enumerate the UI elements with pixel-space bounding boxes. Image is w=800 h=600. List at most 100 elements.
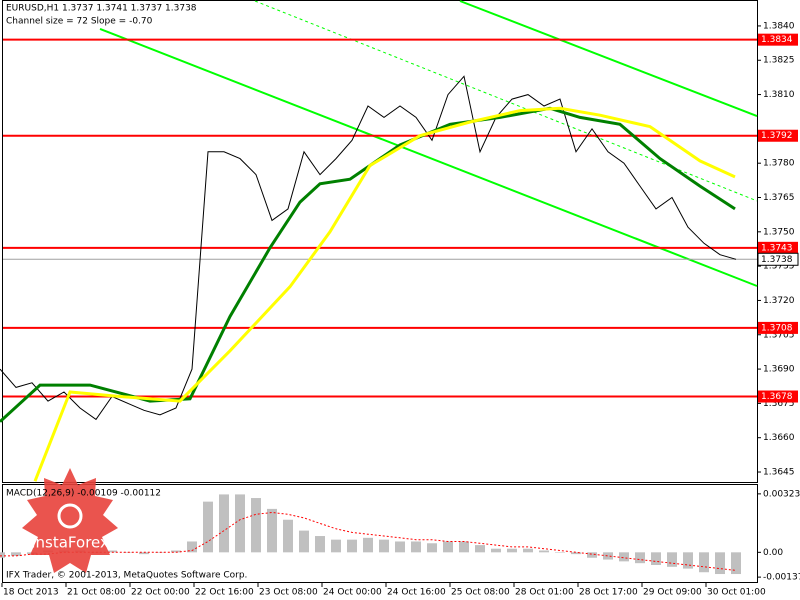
- x-tick-label: 30 Oct 01:00: [707, 588, 766, 598]
- macd-bar: [635, 552, 645, 564]
- macd-bar: [507, 548, 517, 553]
- macd-bar: [731, 552, 741, 575]
- logo-badge: [22, 468, 118, 573]
- y-tick-label: 1.3690: [763, 365, 795, 375]
- x-tick-label: 25 Oct 08:00: [451, 588, 510, 598]
- macd-bar: [603, 552, 613, 560]
- macd-bar: [411, 541, 421, 553]
- macd-bar: [347, 539, 357, 553]
- macd-bar: [619, 552, 629, 562]
- x-tick-label: 21 Oct 08:00: [67, 588, 126, 598]
- level-label: 1.3792: [761, 131, 793, 141]
- macd-bar: [283, 519, 293, 553]
- macd-bar: [139, 552, 149, 555]
- macd-bar: [299, 530, 309, 553]
- level-box: [758, 33, 798, 46]
- macd-bar: [475, 545, 485, 553]
- y-tick-label: 1.3780: [763, 159, 795, 169]
- y-tick-label: 1.3825: [763, 56, 795, 66]
- logo-icon: [57, 503, 83, 529]
- macd-bar: [683, 552, 693, 569]
- x-tick-label: 24 Oct 16:00: [387, 588, 446, 598]
- macd-bar: [395, 541, 405, 553]
- x-tick-label: 29 Oct 09:00: [643, 588, 702, 598]
- channel-line: [459, 0, 758, 118]
- macd-bar: [331, 539, 341, 553]
- x-tick-label: 22 Oct 16:00: [195, 588, 254, 598]
- y-tick-label: 1.3675: [763, 399, 795, 409]
- level-label: 1.3708: [761, 323, 793, 333]
- y-tick-label: 1.3720: [763, 296, 795, 306]
- macd-bar: [459, 541, 469, 553]
- x-tick-label: 18 Oct 2013: [3, 588, 59, 598]
- y-tick-label: 1.3660: [763, 433, 795, 443]
- y-tick-label: 0.00: [763, 548, 783, 558]
- logo-text: InstaForex: [31, 534, 109, 552]
- signal-line: [0, 511, 737, 571]
- level-box: [758, 390, 798, 403]
- series-line: [33, 106, 736, 482]
- macd-bar: [443, 541, 453, 553]
- macd-title: MACD(12,26,9) -0.00109 -0.00112: [6, 489, 161, 499]
- macd-bar: [203, 501, 213, 553]
- x-tick-label: 22 Oct 00:00: [131, 588, 190, 598]
- macd-bar: [315, 536, 325, 553]
- macd-bar: [107, 550, 117, 553]
- chart-title: EURUSD,H1 1.3737 1.3741 1.3737 1.3738: [6, 4, 197, 14]
- y-tick-label: 1.3765: [763, 193, 795, 203]
- level-label: 1.3678: [761, 392, 793, 402]
- macd-bar: [0, 552, 5, 558]
- y-tick-label: 1.3735: [763, 262, 795, 272]
- y-tick-label: 1.3705: [763, 330, 795, 340]
- y-tick-label: 1.3840: [763, 21, 795, 31]
- macd-bar: [715, 552, 725, 575]
- y-tick-label: 1.3810: [763, 90, 795, 100]
- x-tick-label: 28 Oct 17:00: [579, 588, 638, 598]
- chart-subtitle: Channel size = 72 Slope = -0.70: [6, 17, 153, 27]
- macd-bar: [235, 494, 245, 553]
- macd-bar: [587, 552, 597, 558]
- price-label: 1.3738: [761, 255, 793, 265]
- macd-bar: [219, 494, 229, 553]
- macd-bar: [523, 548, 533, 553]
- macd-bar: [699, 552, 709, 573]
- macd-bar: [555, 552, 565, 553]
- y-tick-label: 1.3645: [763, 468, 795, 478]
- channel-line: [99, 27, 758, 287]
- macd-bar: [171, 550, 181, 553]
- level-label: 1.3743: [761, 243, 793, 253]
- x-tick-label: 23 Oct 08:00: [259, 588, 318, 598]
- price-box: [757, 252, 799, 266]
- macd-bar: [363, 537, 373, 553]
- series-line: [0, 106, 736, 423]
- y-tick-label: 1.3750: [763, 227, 795, 237]
- macd-bar: [379, 539, 389, 553]
- x-tick-label: 24 Oct 00:00: [323, 588, 382, 598]
- macd-bar: [539, 550, 549, 553]
- macd-bar: [251, 498, 261, 553]
- macd-frame: [2, 484, 758, 583]
- series-line: [0, 75, 737, 421]
- macd-bar: [427, 543, 437, 553]
- x-tick-label: 28 Oct 01:00: [515, 588, 574, 598]
- macd-bar: [491, 548, 501, 553]
- level-box: [758, 129, 798, 142]
- macd-bar: [11, 552, 21, 556]
- watermark: IFX Trader, © 2001-2013, MetaQuotes Soft…: [6, 571, 247, 581]
- macd-bar: [267, 508, 277, 553]
- macd-bar: [187, 541, 197, 553]
- macd-bar: [667, 552, 677, 567]
- level-box: [758, 241, 798, 254]
- y-tick-label: -0.00137: [763, 573, 800, 583]
- main-frame: [2, 0, 758, 483]
- macd-bar: [571, 552, 581, 555]
- level-label: 1.3834: [761, 35, 793, 45]
- y-tick-label: 0.00323: [763, 489, 800, 499]
- macd-bar: [651, 552, 661, 565]
- logo: InstaForex: [22, 468, 118, 573]
- level-box: [758, 321, 798, 334]
